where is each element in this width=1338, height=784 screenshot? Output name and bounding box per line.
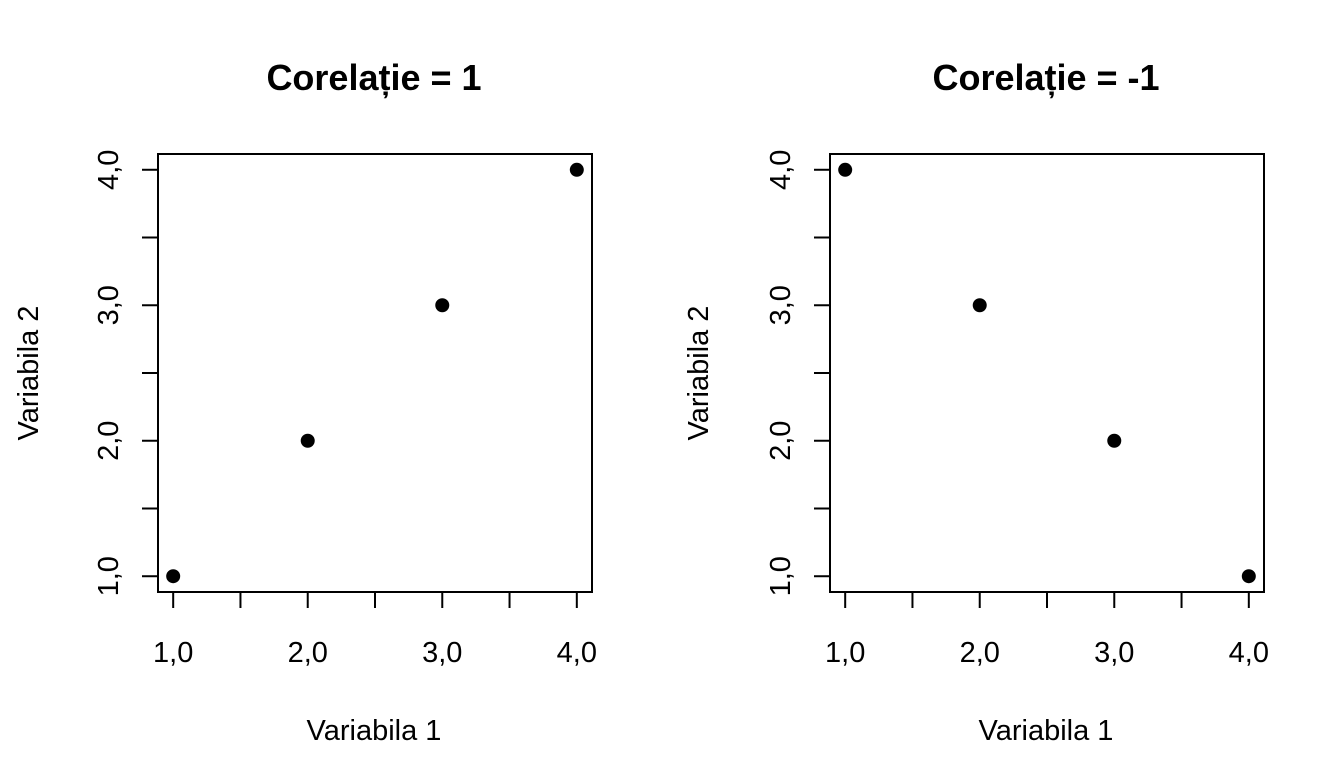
data-point xyxy=(1107,433,1122,448)
plot-frame xyxy=(829,153,1265,593)
x-tick-label: 4,0 xyxy=(557,637,597,669)
x-tick-label: 3,0 xyxy=(422,637,462,669)
y-tick-label: 3,0 xyxy=(93,285,125,325)
data-point xyxy=(838,162,853,177)
x-tick-label: 2,0 xyxy=(960,637,1000,669)
x-tick-label: 3,0 xyxy=(1094,637,1134,669)
data-point xyxy=(435,298,450,313)
y-tick-label: 2,0 xyxy=(93,421,125,461)
scatter-panel-positive: Corelație = 1 1,0 2,0 3,0 4,0 1,0 2,0 3,0 4,0 Var… xyxy=(13,57,597,747)
scatter-panel-negative: Corelație = -1 1,0 2,0 3,0 4,0 1,0 2,0 3,0 4,0 Va… xyxy=(683,57,1269,747)
x-tick-label: 4,0 xyxy=(1229,637,1269,669)
x-tick-label: 1,0 xyxy=(825,637,865,669)
y-tick-label: 1,0 xyxy=(765,556,797,596)
data-point xyxy=(569,162,584,177)
y-tick-label: 2,0 xyxy=(765,421,797,461)
x-tick-label: 2,0 xyxy=(288,637,328,669)
x-tick-label: 1,0 xyxy=(153,637,193,669)
x-axis-label: Variabila 1 xyxy=(979,715,1114,747)
y-axis-label: Variabila 2 xyxy=(13,306,45,441)
chart-title: Corelație = -1 xyxy=(932,57,1159,99)
y-axis-label: Variabila 2 xyxy=(683,306,715,441)
x-axis-label: Variabila 1 xyxy=(307,715,442,747)
data-point xyxy=(1241,569,1256,584)
data-point xyxy=(972,298,987,313)
y-tick-label: 1,0 xyxy=(93,556,125,596)
data-point xyxy=(166,569,181,584)
y-tick-label: 4,0 xyxy=(765,150,797,190)
y-tick-label: 4,0 xyxy=(93,150,125,190)
y-tick-label: 3,0 xyxy=(765,285,797,325)
chart-title: Corelație = 1 xyxy=(266,57,481,99)
data-point xyxy=(300,433,315,448)
plot-frame xyxy=(157,153,593,593)
